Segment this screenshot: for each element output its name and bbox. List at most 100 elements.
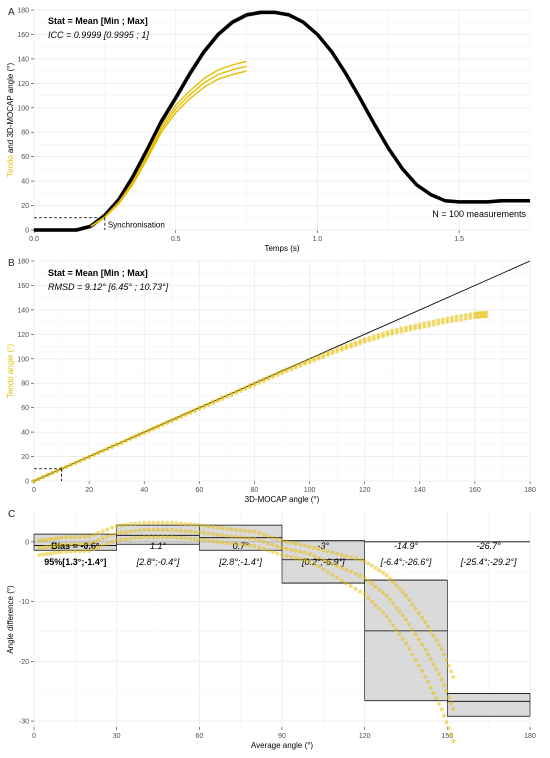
data-point [224,526,229,531]
data-point [316,356,321,361]
data-point [434,696,439,701]
data-point [439,677,444,682]
data-point [428,657,433,662]
y-tick-label: 60 [21,405,29,412]
y-tick-label: 140 [17,307,29,314]
data-point [114,443,119,447]
mocap-line [34,10,530,232]
data-point [446,695,451,700]
data-point [385,332,390,337]
data-point [399,326,404,331]
data-point [420,669,425,674]
data-point [426,652,431,657]
data-point [434,667,439,672]
data-point [137,433,142,437]
data-point [362,339,367,344]
bin-bias-label: -26.7° [477,541,502,551]
data-point [410,602,415,607]
data-point [201,405,206,409]
data-point [151,427,156,431]
data-point [73,461,78,465]
data-point [325,549,330,554]
bin-ci-box [282,540,365,584]
data-point [96,451,101,455]
tendo-line [90,70,247,228]
data-point [399,329,404,334]
data-point [87,541,92,546]
data-point [45,473,50,477]
y-axis-title-tendo: Tendo [6,155,15,177]
data-point [284,369,289,374]
stat-value: ICC = 0.9999 [0.9995 ; 1] [48,30,149,40]
y-tick-label: 20 [21,454,29,461]
data-point [206,538,211,543]
data-point [234,391,239,395]
data-point [353,343,358,348]
y-tick-label: 100 [17,105,29,112]
data-point [96,545,101,550]
data-point [344,581,349,586]
data-point [404,617,408,622]
data-point [321,548,326,553]
data-point [444,689,449,694]
data-point [321,354,326,359]
x-tick-label: 0.0 [29,236,39,243]
data-point [312,358,317,363]
data-point [206,403,211,407]
data-point [123,529,128,534]
data-point [133,528,138,533]
bin-bias-label: -14.9° [394,541,419,551]
data-point [344,554,349,559]
data-point [431,690,436,695]
data-point [128,529,133,534]
data-point [373,566,378,571]
y-tick-label: 160 [17,32,29,39]
data-point [41,545,46,550]
x-tick-label: 30 [113,733,121,740]
data-point [335,575,340,580]
data-point [381,570,386,575]
data-point [110,525,115,530]
sync-label: Synchronisation [108,221,165,230]
data-point [220,397,225,401]
data-point [348,584,353,589]
data-point [280,538,284,543]
data-point [275,544,280,549]
data-point [316,564,321,569]
data-point [266,377,271,381]
data-point [417,322,422,327]
x-tick-label: 60 [195,733,203,740]
data-point [358,557,363,562]
data-point [37,553,42,557]
data-point [426,624,431,629]
data-point [370,581,375,586]
data-point [339,578,344,583]
data-point [73,542,78,547]
data-point [87,534,92,539]
x-tick-label: 1.5 [454,236,464,243]
data-point [335,563,340,568]
y-tick-label: 80 [21,130,29,137]
data-point [261,532,266,537]
data-point [407,598,412,603]
data-point [422,324,427,329]
data-point [234,542,239,547]
data-point [156,535,160,540]
data-point [229,393,234,397]
data-point [442,713,447,718]
y-tick-label: 180 [17,8,29,15]
data-point [289,547,294,552]
data-point [437,672,442,677]
data-point [344,346,349,351]
data-point [156,425,160,429]
data-point [293,365,298,370]
data-point [160,520,165,525]
data-point [410,652,415,657]
data-point [247,543,252,548]
data-point [128,437,133,441]
data-point [280,545,284,550]
data-point [188,522,193,527]
data-point [160,527,165,532]
data-point [377,568,382,573]
data-point [444,720,449,725]
